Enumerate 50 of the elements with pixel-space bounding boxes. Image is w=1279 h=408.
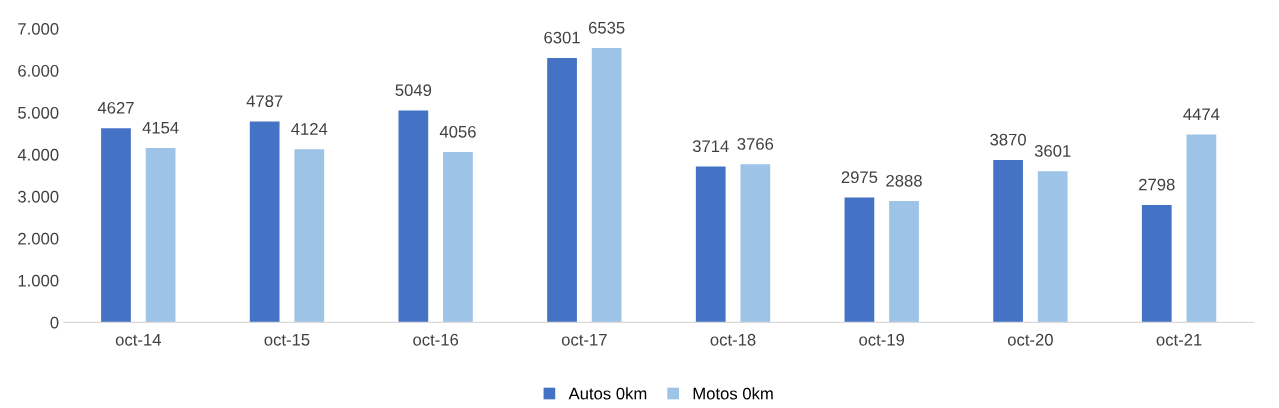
bar [101,128,131,323]
x-tick-label: oct-16 [413,333,459,346]
y-tick-label: 2.000 [18,232,59,245]
x-tick-label: oct-15 [264,334,310,346]
data-label: 2888 [886,174,922,187]
bar [443,152,473,323]
data-label: 4056 [439,125,476,138]
legend-label: Motos 0km [693,387,773,400]
y-tick-label: 1.000 [18,274,59,287]
data-label: 2975 [841,171,878,184]
bar [547,57,577,323]
bar [695,166,726,323]
bar [889,201,919,323]
data-label: 2798 [1139,178,1175,191]
bar [249,121,280,323]
y-tick-label: 6.000 [18,64,59,77]
x-tick-label: oct-17 [561,334,607,346]
data-label: 5049 [395,84,432,97]
data-label: 4627 [97,101,134,114]
bar [844,197,875,323]
data-label: 3766 [737,138,774,150]
x-tick-label: oct-20 [1007,333,1053,346]
data-label: 6301 [544,31,580,44]
x-tick-label: oct-14 [115,334,161,346]
bar [993,159,1023,323]
data-label: 3714 [692,140,729,153]
y-tick-label: 5.000 [18,106,59,119]
data-label: 4787 [246,95,283,108]
x-tick-label: oct-21 [1156,333,1202,346]
legend-label: Autos 0km [568,387,647,400]
data-label: 4154 [142,121,179,134]
y-tick-label: 0 [50,316,59,329]
x-tick-label: oct-19 [859,333,905,346]
bar [1141,204,1172,323]
bar [398,110,429,323]
bar [145,147,176,323]
data-label: 3870 [990,133,1026,146]
data-label: 4124 [291,123,328,135]
data-label: 4474 [1183,108,1220,120]
y-tick-label: 7.000 [18,22,59,35]
bar [740,164,771,323]
y-tick-label: 3.000 [18,190,59,203]
data-label: 3601 [1034,144,1071,157]
bar [1037,171,1068,323]
bar [1186,134,1217,323]
bar [294,149,325,323]
x-tick-label: oct-18 [710,333,756,346]
bar [591,48,622,323]
y-tick-label: 4.000 [17,148,59,161]
data-label: 6535 [588,21,625,34]
